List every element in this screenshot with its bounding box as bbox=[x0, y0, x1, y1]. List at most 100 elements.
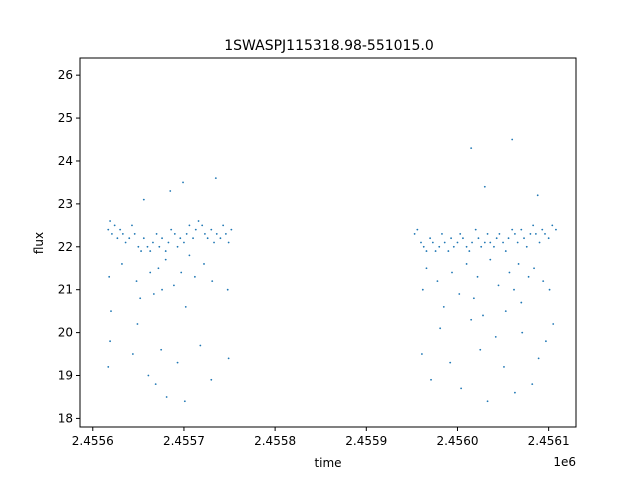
data-point bbox=[517, 263, 520, 265]
data-point bbox=[173, 233, 176, 235]
data-point bbox=[447, 250, 450, 252]
data-point bbox=[489, 258, 492, 261]
data-point bbox=[452, 245, 455, 248]
data-point bbox=[477, 237, 480, 240]
data-point bbox=[489, 241, 492, 244]
data-point bbox=[154, 383, 157, 385]
data-point bbox=[442, 305, 445, 308]
data-point bbox=[529, 233, 532, 235]
data-point bbox=[429, 237, 432, 240]
data-point bbox=[498, 233, 501, 235]
data-point bbox=[443, 241, 446, 244]
data-point bbox=[494, 336, 497, 338]
data-point bbox=[465, 263, 468, 265]
data-point bbox=[206, 237, 209, 240]
data-point bbox=[547, 237, 550, 240]
x-axis-label: time bbox=[314, 456, 341, 470]
y-tick-label: 25 bbox=[58, 111, 73, 125]
data-point bbox=[425, 267, 428, 270]
data-point bbox=[199, 344, 202, 347]
data-point bbox=[450, 237, 452, 240]
data-point bbox=[167, 241, 170, 244]
data-points bbox=[107, 138, 557, 403]
data-point bbox=[197, 220, 200, 222]
data-point bbox=[548, 288, 551, 291]
data-point bbox=[436, 280, 439, 283]
data-point bbox=[486, 400, 489, 403]
y-axis: 18 19 20 21 22 23 24 25 26 bbox=[58, 68, 80, 425]
data-point bbox=[210, 378, 213, 381]
data-point bbox=[544, 233, 546, 235]
data-point bbox=[230, 228, 233, 231]
data-point bbox=[425, 250, 428, 252]
y-tick-label: 22 bbox=[58, 240, 73, 254]
data-point bbox=[508, 271, 511, 274]
data-point bbox=[495, 237, 498, 240]
data-point bbox=[142, 237, 145, 240]
data-point bbox=[472, 297, 475, 300]
data-point bbox=[211, 280, 214, 283]
data-point bbox=[541, 228, 544, 231]
data-point bbox=[121, 233, 124, 235]
x-tick-label: 2.4560 bbox=[436, 434, 478, 448]
data-point bbox=[227, 241, 230, 244]
data-point bbox=[224, 233, 227, 235]
data-point bbox=[108, 275, 111, 278]
data-point bbox=[194, 228, 197, 231]
y-tick-label: 23 bbox=[58, 197, 73, 211]
data-point bbox=[137, 245, 140, 248]
plot-frame bbox=[79, 57, 577, 428]
data-point bbox=[502, 241, 504, 244]
data-point bbox=[460, 387, 463, 390]
data-point bbox=[116, 237, 119, 240]
data-point bbox=[532, 224, 535, 227]
data-point bbox=[527, 275, 530, 278]
data-point bbox=[434, 250, 437, 252]
data-point bbox=[480, 245, 483, 248]
data-point bbox=[155, 233, 158, 235]
data-point bbox=[514, 233, 516, 235]
y-tick-label: 19 bbox=[58, 369, 73, 383]
data-point bbox=[152, 241, 154, 244]
data-point bbox=[413, 233, 416, 235]
data-point bbox=[483, 185, 486, 188]
data-point bbox=[203, 263, 205, 265]
data-point bbox=[439, 327, 442, 330]
data-point bbox=[169, 190, 172, 192]
data-point bbox=[441, 233, 443, 235]
data-point bbox=[226, 288, 229, 291]
data-point bbox=[458, 293, 461, 295]
data-point bbox=[109, 340, 111, 343]
data-point bbox=[142, 198, 145, 201]
data-point bbox=[511, 138, 514, 141]
data-point bbox=[482, 314, 484, 317]
data-point bbox=[192, 237, 194, 240]
data-point bbox=[193, 275, 196, 278]
data-point bbox=[520, 228, 523, 231]
data-point bbox=[516, 241, 519, 244]
data-point bbox=[438, 245, 441, 248]
data-point bbox=[176, 361, 179, 364]
data-point bbox=[161, 237, 163, 240]
chart-title: 1SWASPJ115318.98-551015.0 bbox=[224, 38, 433, 54]
data-point bbox=[149, 271, 152, 274]
data-point bbox=[514, 391, 516, 394]
data-point bbox=[201, 224, 204, 227]
data-point bbox=[119, 228, 122, 231]
data-point bbox=[183, 400, 186, 403]
y-axis-label: flux bbox=[32, 232, 46, 254]
data-point bbox=[497, 284, 500, 287]
data-point bbox=[182, 181, 184, 184]
x-tick-label: 2.4558 bbox=[254, 434, 296, 448]
data-point bbox=[459, 233, 462, 235]
y-tick-label: 24 bbox=[58, 154, 73, 168]
y-tick-label: 20 bbox=[58, 326, 73, 340]
data-point bbox=[462, 237, 464, 240]
data-point bbox=[213, 241, 215, 244]
data-point bbox=[479, 348, 482, 351]
data-point bbox=[173, 284, 175, 287]
data-point bbox=[520, 301, 523, 304]
data-point bbox=[537, 357, 540, 360]
